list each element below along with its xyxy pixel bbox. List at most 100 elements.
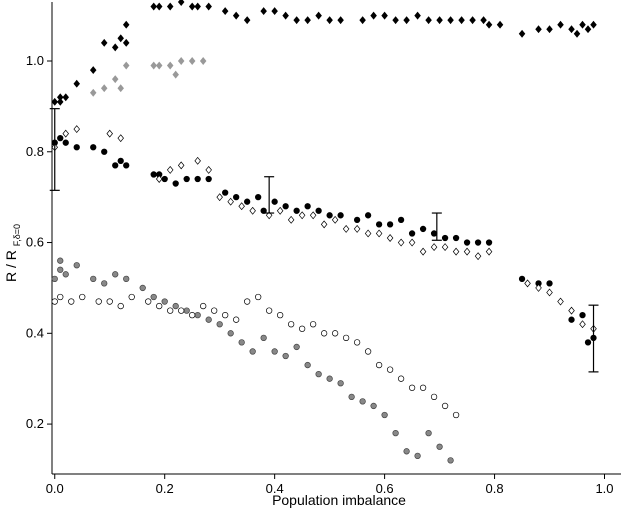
data-point <box>584 25 592 34</box>
data-point <box>51 97 59 106</box>
data-point <box>452 247 460 256</box>
data-point <box>298 211 306 220</box>
data-point <box>359 398 366 405</box>
data-point <box>320 330 328 337</box>
data-point <box>568 306 575 315</box>
data-point <box>266 307 273 314</box>
data-point <box>337 16 344 25</box>
data-point <box>56 97 64 106</box>
data-point <box>155 2 163 11</box>
data-point <box>370 402 377 410</box>
data-point <box>568 25 575 34</box>
data-point <box>178 307 185 314</box>
data-point <box>57 135 64 142</box>
data-point <box>167 307 174 314</box>
data-point <box>166 61 174 70</box>
data-point <box>304 16 311 25</box>
data-point <box>337 212 344 219</box>
data-point <box>188 2 196 11</box>
data-point <box>188 57 196 65</box>
data-point <box>414 11 421 20</box>
data-point <box>447 16 454 25</box>
data-point <box>353 216 361 223</box>
data-point <box>156 302 163 310</box>
data-point <box>425 16 432 25</box>
data-point <box>57 293 64 301</box>
data-point <box>111 75 119 84</box>
data-point <box>419 384 427 391</box>
data-point <box>222 189 229 196</box>
data-point <box>485 239 493 246</box>
data-point <box>430 393 438 400</box>
data-point <box>271 348 278 355</box>
data-point <box>73 79 80 88</box>
data-point <box>546 288 553 297</box>
data-point <box>117 134 124 143</box>
data-point <box>315 371 322 378</box>
data-point <box>62 93 69 102</box>
data-point <box>304 361 311 369</box>
data-point <box>189 312 196 319</box>
data-point <box>89 66 97 75</box>
data-point <box>155 61 163 70</box>
data-point <box>397 375 405 382</box>
data-point <box>62 129 69 138</box>
data-point <box>518 29 526 38</box>
data-point <box>122 20 130 29</box>
data-point <box>117 34 124 43</box>
data-point <box>243 16 251 25</box>
data-point <box>353 339 361 346</box>
data-point <box>474 252 482 261</box>
data-point <box>331 330 339 337</box>
data-point <box>271 7 278 16</box>
data-point <box>122 61 130 70</box>
data-point <box>590 20 597 29</box>
data-point <box>535 25 542 34</box>
data-point <box>200 302 207 310</box>
data-point <box>205 316 212 323</box>
data-point <box>452 234 460 242</box>
y-axis-label-main: R / R <box>3 250 19 282</box>
data-point <box>309 321 317 328</box>
data-point <box>244 198 251 205</box>
data-point <box>150 171 157 178</box>
data-point <box>397 216 405 223</box>
data-point <box>408 384 416 391</box>
data-point <box>100 38 108 47</box>
data-point <box>276 206 284 215</box>
data-point <box>117 84 124 93</box>
data-point <box>205 165 212 174</box>
data-point <box>112 162 119 169</box>
data-point <box>150 293 157 301</box>
data-point <box>177 0 185 6</box>
data-point <box>183 307 190 314</box>
data-point <box>293 207 300 214</box>
data-point <box>425 430 432 437</box>
data-point <box>480 16 487 25</box>
data-point <box>62 139 69 146</box>
data-point <box>364 229 372 238</box>
data-point <box>546 25 553 34</box>
x-tick-label: 0.4 <box>266 481 284 496</box>
data-point <box>436 443 443 450</box>
data-point <box>227 330 234 337</box>
data-point <box>309 211 317 220</box>
y-axis-label-sub: F,δ=0 <box>12 224 22 246</box>
data-point <box>276 312 284 319</box>
data-point <box>293 343 300 351</box>
data-point <box>161 175 168 183</box>
error-bars <box>49 108 599 373</box>
data-point <box>73 125 80 134</box>
data-point <box>353 224 361 233</box>
data-point <box>89 88 97 97</box>
data-point <box>194 175 201 183</box>
data-point <box>106 298 113 305</box>
data-point <box>381 411 388 419</box>
data-point <box>579 20 586 29</box>
data-point <box>101 148 108 155</box>
data-point <box>430 230 438 237</box>
data-point <box>386 366 394 373</box>
data-point <box>233 316 240 323</box>
data-point <box>568 316 575 323</box>
data-point <box>145 298 152 305</box>
